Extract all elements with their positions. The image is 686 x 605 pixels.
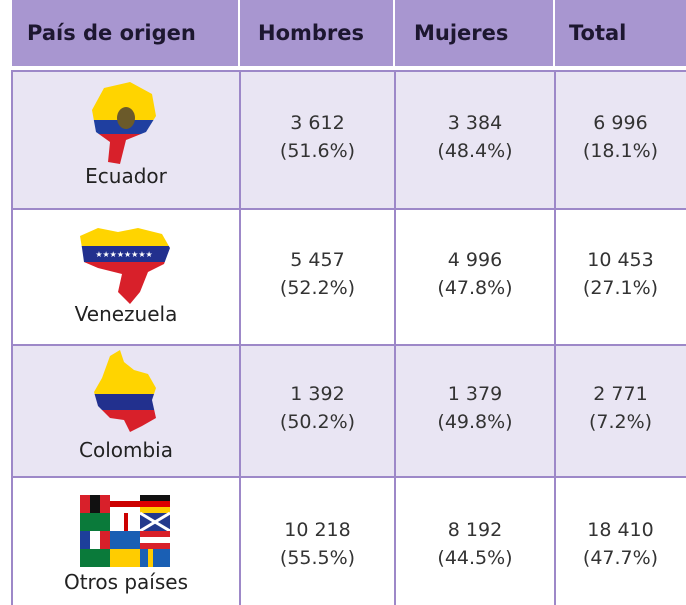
count: 5 457: [290, 249, 345, 271]
country-name: Venezuela: [74, 302, 178, 326]
percent: (51.6%): [279, 140, 356, 162]
header-text: Total: [569, 21, 627, 45]
count: 4 996: [447, 249, 503, 271]
country-name: Otros países: [63, 570, 189, 594]
percent: (52.2%): [279, 277, 356, 299]
percent: (7.2%): [588, 411, 653, 433]
percent: (49.8%): [437, 411, 513, 433]
percent: (18.1%): [582, 140, 659, 162]
percent: (44.5%): [437, 547, 513, 569]
count: 1 379: [447, 383, 503, 405]
row-bg: [12, 476, 686, 605]
header-cell: Total: [555, 0, 686, 66]
header-text: Hombres: [258, 21, 365, 45]
count: 18 410: [587, 519, 654, 541]
percent: (27.1%): [582, 277, 659, 299]
row-bg: [12, 208, 686, 344]
flag-ecuador: [92, 82, 156, 164]
count: 10 218: [284, 519, 351, 541]
count: 1 392: [290, 383, 345, 405]
border: [554, 70, 556, 605]
percent: (55.5%): [279, 547, 356, 569]
header-text: Mujeres: [414, 21, 509, 45]
flag-venezuela: ★★★★★★★★: [80, 228, 170, 304]
border: [394, 70, 396, 605]
flag-colombia: [94, 350, 156, 432]
percent: (47.7%): [582, 547, 659, 569]
count: 8 192: [447, 519, 503, 541]
count: 10 453: [587, 249, 654, 271]
header-cell: País de origen: [12, 0, 240, 66]
header-cell: Mujeres: [395, 0, 555, 66]
percent: (47.8%): [437, 277, 513, 299]
count: 3 384: [447, 112, 503, 134]
count: 2 771: [593, 383, 648, 405]
percent: (48.4%): [437, 140, 513, 162]
border: [239, 70, 241, 605]
country-name: Colombia: [79, 438, 173, 462]
header-cell: Hombres: [240, 0, 395, 66]
border: [11, 70, 13, 605]
flag-others: [80, 495, 170, 567]
count: 3 612: [290, 112, 345, 134]
country-name: Ecuador: [85, 164, 167, 188]
percent: (50.2%): [279, 411, 356, 433]
count: 6 996: [593, 112, 648, 134]
header-text: País de origen: [27, 21, 196, 45]
svg-text:★★★★★★★★: ★★★★★★★★: [95, 250, 152, 259]
